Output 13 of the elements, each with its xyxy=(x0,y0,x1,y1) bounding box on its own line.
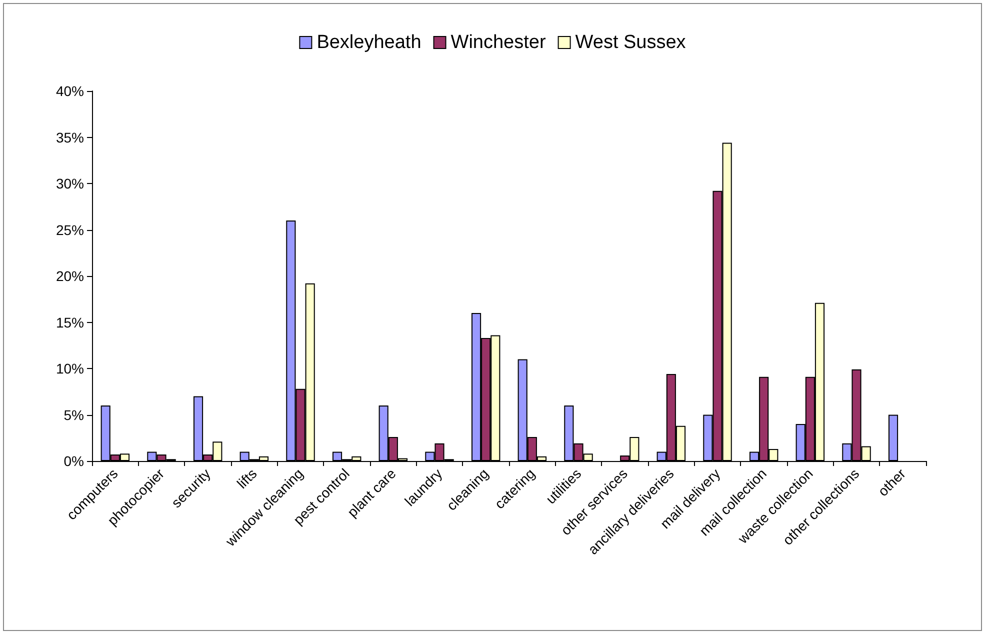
legend-label: Bexleyheath xyxy=(316,32,422,53)
legend-label: West Sussex xyxy=(575,32,686,53)
y-tick-label: 40% xyxy=(56,83,84,99)
y-tick-label: 25% xyxy=(56,222,84,238)
y-tick-label: 20% xyxy=(56,268,84,284)
y-tick-label: 15% xyxy=(56,314,84,330)
y-tick-label: 35% xyxy=(56,129,84,146)
y-tick-label: 30% xyxy=(56,176,84,192)
x-tick-label: lifts xyxy=(234,465,260,492)
legend-label: Winchester xyxy=(450,32,546,53)
y-tick-label: 0% xyxy=(64,453,84,469)
y-tick-label: 10% xyxy=(56,360,84,376)
y-tick-label: 5% xyxy=(64,406,84,423)
